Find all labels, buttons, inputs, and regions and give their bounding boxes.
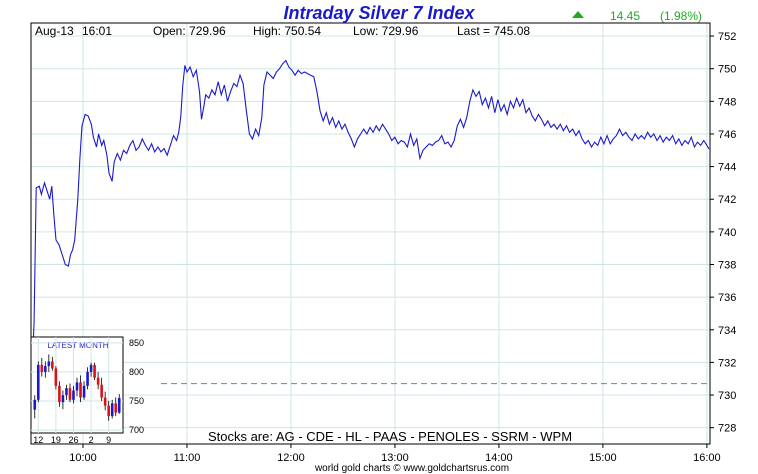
inset-candle-body <box>40 364 44 372</box>
x-tick-label: 14:00 <box>485 452 513 464</box>
inset-candle-body <box>79 382 82 398</box>
inset-title: LATEST MONTH <box>47 341 108 350</box>
y-tick-label: 732 <box>718 357 736 369</box>
inset-candle-body <box>33 399 37 410</box>
y-tick-label: 746 <box>718 129 736 141</box>
inset-candle-body <box>61 395 65 403</box>
y-tick-label: 752 <box>718 31 736 43</box>
inset-candle-body <box>72 390 75 400</box>
x-tick-label: 16:00 <box>693 452 721 464</box>
info-last: Last = 745.08 <box>457 24 530 38</box>
inset-candles <box>33 354 121 421</box>
y-tick-label: 738 <box>718 260 736 272</box>
inset-candle-body <box>117 398 121 413</box>
inset-candle-body <box>65 388 68 396</box>
x-tick-label: 11:00 <box>174 452 201 464</box>
inset-y-labels: 700 750 800 850 <box>129 338 144 435</box>
y-tick-label: 730 <box>718 390 736 402</box>
inset-candle-body <box>58 385 61 403</box>
chart-title: Intraday Silver 7 Index <box>283 3 475 23</box>
inset-candle-body <box>107 405 110 417</box>
inset-candle-body <box>47 361 51 367</box>
inset-candle-body <box>89 364 93 372</box>
inset-y-tick-label: 850 <box>129 338 144 348</box>
stocks-subtitle: Stocks are: AG - CDE - HL - PAAS - PENOL… <box>208 429 572 444</box>
inset-candle-body <box>86 371 89 386</box>
inset-x-tick-label: 9 <box>106 435 111 445</box>
y-tick-label: 742 <box>718 194 736 206</box>
x-tick-label: 10:00 <box>69 452 97 464</box>
inset-candle-body <box>68 388 72 400</box>
y-tick-label: 744 <box>718 162 736 174</box>
change-value: 14.45 <box>610 9 640 23</box>
inset-candle-body <box>54 368 58 386</box>
x-tick-label: 15:00 <box>589 452 617 464</box>
inset-candle-body <box>82 385 86 398</box>
inset-x-tick-label: 26 <box>68 435 78 445</box>
info-high: High: 750.54 <box>253 24 321 38</box>
inset-candle-body <box>51 361 54 369</box>
inset-x-labels: 12 19 26 2 9 <box>33 435 111 445</box>
inset-candle-body <box>96 377 100 385</box>
inset-y-tick-label: 800 <box>129 367 144 377</box>
inset-x-tick-label: 19 <box>51 435 61 445</box>
footer-credit: world gold charts © www.goldchartsrus.co… <box>314 463 509 474</box>
inset-candle-body <box>36 364 40 400</box>
y-tick-label: 736 <box>718 292 736 304</box>
up-arrow-icon <box>572 11 584 18</box>
inset-candle-body <box>44 366 47 372</box>
y-tick-label: 728 <box>718 423 736 435</box>
y-tick-label: 734 <box>718 325 736 337</box>
inset-candle-body <box>100 384 103 398</box>
inset-y-tick-label: 700 <box>129 425 144 435</box>
x-tick-label: 13:00 <box>381 452 409 464</box>
inset-x-tick-label: 12 <box>33 435 43 445</box>
info-open: Open: 729.96 <box>153 24 226 38</box>
inset-candle-body <box>75 382 79 391</box>
info-low: Low: 729.96 <box>353 24 419 38</box>
inset-candle-body <box>110 403 114 417</box>
price-series-line <box>30 59 710 396</box>
vertical-grid <box>82 23 708 444</box>
x-axis-labels: 10:00 11:00 12:00 13:00 14:00 15:00 16:00 <box>69 444 721 464</box>
x-tick-label: 12:00 <box>277 452 305 464</box>
inset-y-tick-label: 750 <box>129 396 144 406</box>
y-tick-label: 748 <box>718 96 736 108</box>
change-percent: (1.98%) <box>660 9 702 23</box>
latest-month-inset: LATEST MONTH 700 750 800 850 12 19 26 2 9 <box>30 336 144 445</box>
plot-frame <box>30 22 711 445</box>
inset-x-tick-label: 2 <box>89 435 94 445</box>
y-axis-labels: 728 730 732 734 736 738 740 742 744 746 748 750 752 <box>710 31 736 435</box>
horizontal-grid <box>31 35 710 429</box>
inset-candle-body <box>114 403 118 413</box>
info-date: Aug-13 <box>35 24 74 38</box>
inset-candle-body <box>103 397 107 406</box>
inset-candle-body <box>93 364 96 378</box>
y-tick-label: 750 <box>718 64 736 76</box>
info-time: 16:01 <box>82 24 112 38</box>
y-tick-label: 740 <box>718 227 736 239</box>
